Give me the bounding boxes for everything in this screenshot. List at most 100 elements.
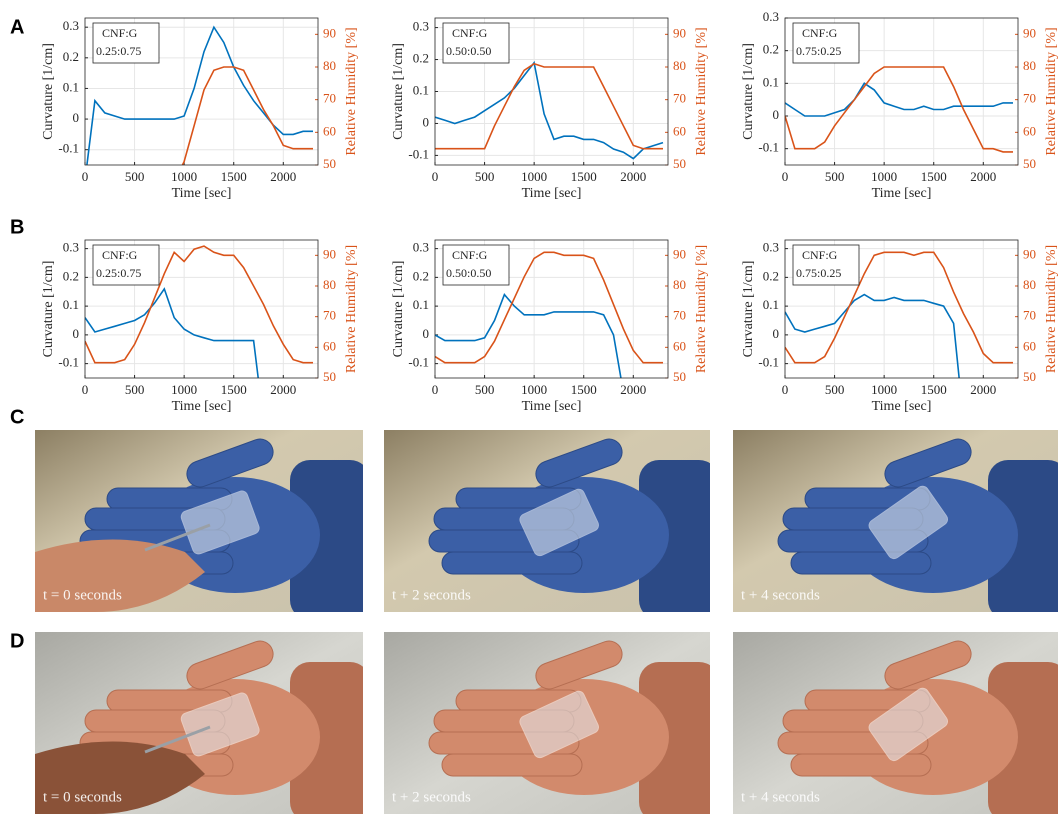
x-tick-label: 0 (782, 169, 789, 184)
y-tick-label: 0.3 (413, 240, 429, 255)
annotation: CNF:G (102, 26, 138, 40)
x-axis-label: Time [sec] (172, 399, 232, 414)
x-tick-label: 500 (125, 169, 145, 184)
y2-axis-label: Relative Humidity [%] (694, 27, 709, 155)
y-tick-label: 0.2 (413, 268, 429, 283)
y-tick-label: 0.3 (763, 240, 779, 255)
y2-tick-label: 80 (673, 58, 686, 73)
y2-tick-label: 50 (1023, 156, 1036, 171)
y2-axis-label: Relative Humidity [%] (344, 27, 359, 155)
photo-caption: t + 2 seconds (392, 587, 471, 603)
y-tick-label: 0.1 (413, 297, 429, 312)
x-tick-label: 0 (82, 169, 89, 184)
y2-tick-label: 60 (323, 338, 336, 353)
y-tick-label: -0.1 (408, 355, 429, 370)
photo: t = 0 seconds (35, 430, 370, 620)
y2-tick-label: 80 (673, 277, 686, 292)
finger (791, 754, 931, 776)
y2-tick-label: 60 (323, 123, 336, 138)
y2-tick-label: 50 (323, 156, 336, 171)
x-tick-label: 500 (475, 382, 495, 397)
annotation: 0.50:0.50 (446, 266, 491, 280)
x-tick-label: 2000 (620, 169, 646, 184)
x-axis-label: Time [sec] (172, 186, 232, 201)
y-axis-label: Curvature [1/cm] (391, 43, 406, 140)
photo: t + 2 seconds (384, 430, 719, 620)
y2-tick-label: 70 (1023, 91, 1036, 106)
y-tick-label: 0 (773, 326, 780, 341)
x-tick-label: 1000 (521, 169, 547, 184)
x-tick-label: 1500 (221, 169, 247, 184)
y-tick-label: 0.1 (63, 79, 79, 94)
annotation: 0.75:0.25 (796, 44, 841, 58)
annotation: CNF:G (452, 26, 488, 40)
photo: t + 4 seconds (733, 430, 1058, 620)
x-tick-label: 1500 (921, 382, 947, 397)
y-tick-label: -0.1 (58, 141, 79, 156)
photo: t + 4 seconds (733, 632, 1058, 814)
y2-tick-label: 90 (1023, 246, 1036, 261)
y2-tick-label: 60 (673, 338, 686, 353)
y2-axis-label: Relative Humidity [%] (694, 245, 709, 373)
y-tick-label: 0 (73, 110, 80, 125)
y2-tick-label: 80 (323, 277, 336, 292)
annotation: 0.25:0.75 (96, 44, 141, 58)
photo-caption: t = 0 seconds (43, 789, 122, 805)
x-tick-label: 1500 (571, 169, 597, 184)
y-tick-label: -0.1 (758, 140, 779, 155)
photo-caption: t = 0 seconds (43, 587, 122, 603)
y2-tick-label: 70 (673, 308, 686, 323)
x-tick-label: 2000 (970, 382, 996, 397)
y-tick-label: -0.1 (758, 355, 779, 370)
y-axis-label: Curvature [1/cm] (391, 261, 406, 358)
photo: t = 0 seconds (35, 632, 370, 814)
y2-tick-label: 70 (323, 308, 336, 323)
finger (791, 552, 931, 574)
x-tick-label: 0 (782, 382, 789, 397)
x-axis-label: Time [sec] (522, 186, 582, 201)
y2-tick-label: 50 (673, 369, 686, 384)
x-tick-label: 500 (475, 169, 495, 184)
x-tick-label: 500 (825, 382, 845, 397)
finger (442, 552, 582, 574)
y2-tick-label: 60 (673, 123, 686, 138)
annotation: 0.25:0.75 (96, 266, 141, 280)
annotation: CNF:G (802, 248, 838, 262)
y2-axis-label: Relative Humidity [%] (1044, 27, 1058, 155)
x-tick-label: 1500 (921, 169, 947, 184)
x-tick-label: 1500 (571, 382, 597, 397)
x-tick-label: 1000 (171, 382, 197, 397)
y-axis-label: Curvature [1/cm] (41, 261, 56, 358)
y-tick-label: 0 (73, 326, 80, 341)
y2-tick-label: 70 (323, 91, 336, 106)
y-tick-label: 0.1 (763, 74, 779, 89)
x-tick-label: 0 (432, 169, 439, 184)
x-tick-label: 0 (82, 382, 89, 397)
x-tick-label: 1000 (171, 169, 197, 184)
y-tick-label: -0.1 (58, 355, 79, 370)
panel-label: C (10, 406, 24, 428)
y-tick-label: 0 (423, 114, 430, 129)
annotation: CNF:G (802, 26, 838, 40)
y-tick-label: 0.1 (63, 297, 79, 312)
y-tick-label: 0.2 (63, 268, 79, 283)
x-tick-label: 2000 (270, 169, 296, 184)
photo-caption: t + 4 seconds (741, 587, 820, 603)
y-tick-label: 0.3 (413, 19, 429, 34)
x-tick-label: 2000 (620, 382, 646, 397)
x-axis-label: Time [sec] (872, 186, 932, 201)
y2-tick-label: 80 (1023, 277, 1036, 292)
x-tick-label: 2000 (970, 169, 996, 184)
y-tick-label: 0.1 (413, 82, 429, 97)
y2-tick-label: 80 (1023, 58, 1036, 73)
y2-tick-label: 90 (673, 25, 686, 40)
panel-label: D (10, 630, 24, 652)
y2-tick-label: 80 (323, 58, 336, 73)
panel-label: B (10, 216, 24, 238)
x-tick-label: 500 (825, 169, 845, 184)
y2-tick-label: 70 (1023, 308, 1036, 323)
photo: t + 2 seconds (384, 632, 719, 814)
annotation: 0.75:0.25 (796, 266, 841, 280)
annotation: 0.50:0.50 (446, 44, 491, 58)
y-tick-label: 0.3 (763, 9, 779, 24)
